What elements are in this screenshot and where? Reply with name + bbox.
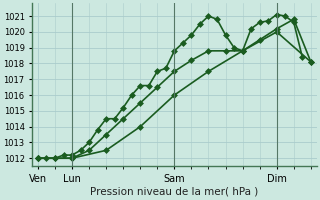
- X-axis label: Pression niveau de la mer( hPa ): Pression niveau de la mer( hPa ): [90, 187, 259, 197]
